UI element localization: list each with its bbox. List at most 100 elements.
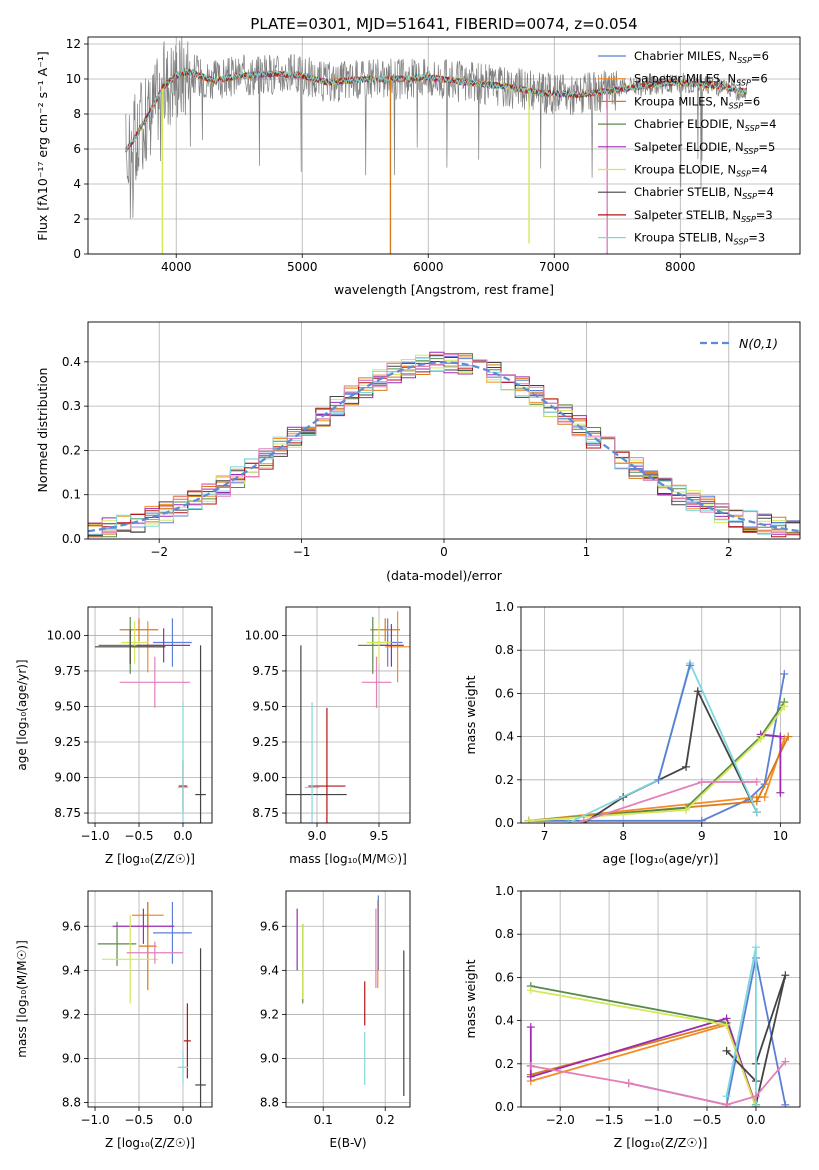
y-tick-label: 9.2 (62, 1007, 81, 1021)
y-tick-label: 0.2 (62, 443, 81, 457)
panel-mass_vs_z: −1.0 −0.5 0.0 8.8 9.0 9.2 9.4 9.6 Z [log₁₀(Z/Z☉)… (15, 890, 213, 1150)
legend-subscript: SSP (729, 101, 744, 110)
legend-count: =4 (760, 117, 777, 131)
panel-weight_vs_age: 7 8 9 10 0.0 0.2 0.4 0.6 0.8 1.0 age [log₁₀(age/yr… (463, 600, 801, 866)
legend-count: =5 (758, 140, 775, 154)
legend-label: Chabrier STELIB, NSSP=4 (634, 185, 774, 201)
y-tick-label: 0.8 (495, 643, 514, 657)
legend-count: =6 (743, 94, 760, 108)
y-tick-label: 0 (73, 247, 81, 261)
x-tick-label: −0.5 (124, 829, 153, 843)
x-tick-label: 6000 (413, 260, 444, 274)
weight-line (528, 701, 786, 822)
x-axis-label: E(B-V) (329, 1136, 366, 1150)
x-tick-label: 7000 (539, 260, 570, 274)
x-tick-label: 0.0 (746, 1113, 765, 1127)
legend-subscript: SSP (734, 238, 749, 247)
y-tick-label: 9.2 (260, 1007, 279, 1021)
x-axis-label: age [log₁₀(age/yr)] (603, 851, 719, 866)
y-tick-label: 9.0 (260, 1052, 279, 1066)
x-tick-label: −1 (293, 545, 311, 559)
panel-age_vs_mass: 9.0 9.5 8.75 9.00 9.25 9.50 9.75 10.00 mass [log… (245, 606, 411, 866)
x-tick-label: −1.0 (643, 1113, 672, 1127)
y-tick-label: 10.00 (47, 628, 81, 642)
x-tick-label: 0.0 (173, 829, 192, 843)
panel-spectrum: 4000 5000 6000 7000 8000 0 2 4 6 8 10 12 wavelength … (35, 36, 801, 297)
x-tick-label: −0.5 (692, 1113, 721, 1127)
legend-subscript: SSP (736, 170, 751, 179)
plot-area (286, 611, 410, 823)
legend-subscript: SSP (745, 124, 760, 133)
legend-count: =4 (751, 163, 768, 177)
legend-subscript: SSP (741, 215, 756, 224)
legend-count: =6 (751, 72, 768, 86)
panel-residuals: −2 −1 0 1 2 0.0 0.1 0.2 0.3 0.4 (data-model)/error… (35, 321, 801, 583)
y-tick-label: 9.00 (252, 771, 279, 785)
x-tick-label: 1 (583, 545, 591, 559)
x-tick-label: −2.0 (546, 1113, 575, 1127)
y-tick-label: 1.0 (495, 600, 514, 614)
panel-weight_vs_z: −2.0 −1.5 −1.0 −0.5 0.0 0.0 0.2 0.4 0.6 0.8 1.0 Z [… (463, 884, 801, 1150)
axes-frame (520, 890, 801, 1108)
weight-line (657, 665, 691, 781)
y-axis-label: mass [log₁₀(M/M☉)] (15, 940, 29, 1058)
plot-area (125, 37, 748, 254)
legend-count: =3 (756, 208, 773, 222)
x-tick-label: −2 (150, 545, 168, 559)
plot-area (526, 943, 790, 1107)
y-tick-label: 0.0 (495, 816, 514, 830)
legend-label: Salpeter ELODIE, NSSP=5 (634, 140, 775, 156)
y-tick-label: 8 (73, 107, 81, 121)
y-tick-label: 6 (73, 142, 81, 156)
plot-area (95, 616, 206, 823)
legend-count: =4 (757, 185, 774, 199)
y-tick-label: 8.75 (252, 806, 279, 820)
y-axis-label: mass weight (463, 959, 478, 1038)
y-axis-label: Normed distribution (35, 368, 50, 493)
legend-label: N(0,1) (739, 336, 778, 351)
y-tick-label: 0.0 (62, 532, 81, 546)
y-tick-label: 9.4 (260, 963, 279, 977)
y-tick-label: 0.4 (495, 730, 514, 744)
y-tick-label: 9.75 (252, 664, 279, 678)
x-tick-label: 0.0 (173, 1113, 192, 1127)
legend-label: Kroupa ELODIE, NSSP=4 (634, 163, 768, 179)
y-tick-label: 0.4 (62, 355, 81, 369)
x-axis-label: wavelength [Angstrom, rest frame] (334, 282, 554, 297)
legend-count: =6 (752, 49, 769, 63)
plot-area (88, 351, 800, 538)
x-tick-label: 9 (698, 829, 706, 843)
y-tick-label: 9.00 (54, 771, 81, 785)
weight-line (529, 1017, 757, 1107)
y-tick-label: 1.0 (495, 884, 514, 898)
y-tick-label: 9.50 (54, 699, 81, 713)
x-axis-label: Z [log₁₀(Z/Z☉)] (614, 1135, 708, 1150)
x-tick-label: −1.0 (80, 1113, 109, 1127)
plot-area (296, 895, 405, 1096)
plot-area (524, 659, 793, 823)
legend-subscript: SSP (737, 56, 752, 65)
y-tick-label: 10.00 (245, 628, 279, 642)
weight-line (528, 705, 786, 822)
y-tick-label: 0.2 (495, 1057, 514, 1071)
y-tick-label: 9.6 (260, 919, 279, 933)
x-tick-label: 9.0 (307, 829, 326, 843)
x-tick-label: 0.1 (314, 1113, 333, 1127)
x-axis-label: (data-model)/error (386, 568, 503, 583)
legend-subscript: SSP (744, 147, 759, 156)
x-tick-label: −1.0 (80, 829, 109, 843)
model-spectrum (125, 68, 748, 152)
legend-label: Chabrier MILES, NSSP=6 (634, 49, 769, 65)
y-tick-label: 8.8 (260, 1096, 279, 1110)
axes-frame (87, 36, 801, 255)
x-tick-label: 2 (725, 545, 733, 559)
y-tick-label: 9.4 (62, 963, 81, 977)
axes-frame (285, 890, 411, 1108)
y-tick-label: 9.0 (62, 1052, 81, 1066)
y-tick-label: 0.6 (495, 686, 514, 700)
x-tick-label: −1.5 (595, 1113, 624, 1127)
residual-histogram (88, 354, 800, 536)
x-tick-label: 8 (619, 829, 627, 843)
legend-label: Chabrier ELODIE, NSSP=4 (634, 117, 776, 133)
